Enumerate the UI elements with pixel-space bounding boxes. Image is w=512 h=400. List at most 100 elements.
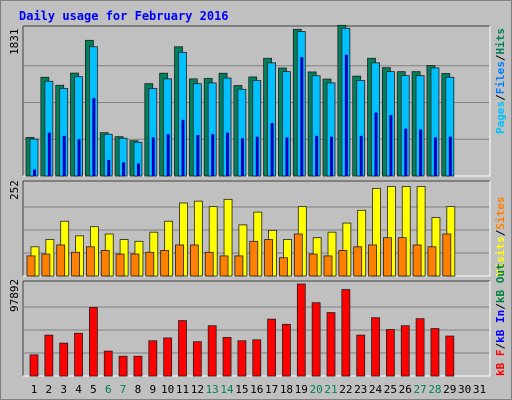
x-axis-labels: 1 2 3 4 5 6 7 8 9 10 11 12 13 14 15 16 17 18 19 20 21 22 23 24 2… (31, 383, 486, 396)
bar-sites-day-14 (219, 255, 229, 277)
bar-kbf-day-11 (178, 320, 187, 377)
bar-pages-day-3 (62, 135, 66, 176)
x-tick-label: 18 (280, 383, 293, 396)
bar-pages-day-8 (136, 163, 140, 176)
x-tick-label: 28 (428, 383, 441, 396)
bar-sites-day-5 (86, 246, 95, 277)
x-tick-label: 6 (105, 383, 112, 396)
bar-kbf-day-20 (311, 302, 321, 377)
bar-pages-day-1 (33, 169, 36, 176)
bar-sites-day-12 (189, 244, 199, 277)
bar-kbf-day-2 (44, 334, 54, 377)
right-legend-text: kB F/kB In/kB Out (494, 263, 507, 376)
bar-pages-day-14 (226, 132, 230, 176)
bar-pages-day-9 (151, 137, 155, 176)
bar-pages-day-17 (270, 123, 274, 176)
right-legend-part: / (494, 343, 507, 350)
x-tick-label: 19 (295, 383, 308, 396)
bar-pages-day-5 (92, 98, 96, 176)
bar-sites-day-6 (100, 250, 110, 277)
right-legend-part: kB Out (494, 263, 507, 303)
kbytes-panel (22, 280, 491, 377)
x-tick-label: 25 (384, 383, 397, 396)
bar-pages-day-21 (330, 136, 333, 176)
bar-sites-day-11 (175, 244, 184, 277)
right-legend-part: Visits (494, 236, 507, 276)
bar-pages-day-26 (404, 128, 408, 176)
right-legend-part: / (494, 229, 507, 236)
bar-kbf-day-21 (326, 312, 336, 377)
bar-sites-day-10 (160, 250, 170, 277)
bar-kbf-day-14 (222, 337, 232, 377)
bar-sites-day-20 (308, 253, 318, 277)
right-legend-part: Files (494, 61, 507, 94)
bar-sites-day-3 (56, 244, 66, 277)
bar-pages-day-11 (181, 119, 185, 176)
x-tick-label: 13 (206, 383, 219, 396)
right-legend-part: / (494, 54, 507, 61)
bar-sites-day-21 (323, 255, 333, 277)
bar-kbf-day-9 (148, 340, 158, 377)
bar-kbf-day-6 (103, 350, 113, 377)
bar-sites-day-26 (397, 237, 407, 277)
x-tick-label: 30 (458, 383, 471, 396)
bar-pages-day-7 (122, 162, 126, 176)
bar-pages-day-6 (107, 159, 111, 176)
bar-sites-day-13 (204, 251, 214, 277)
bar-sites-day-16 (249, 240, 259, 277)
right-legend-part: Sites (494, 197, 507, 230)
x-tick-label: 11 (176, 383, 189, 396)
bar-sites-day-25 (382, 237, 392, 277)
right-legend-part: / (494, 94, 507, 101)
bar-pages-day-16 (255, 136, 259, 176)
bar-sites-day-4 (71, 251, 80, 277)
bar-pages-day-20 (315, 135, 319, 176)
bar-pages-day-4 (77, 139, 81, 176)
x-tick-label: 14 (220, 383, 234, 396)
bar-pages-day-29 (448, 136, 452, 176)
y-max-label-pages: 1831 (8, 29, 21, 56)
right-legend-text: Pages/Files/Hits (494, 28, 507, 134)
bar-pages-day-18 (285, 137, 289, 176)
bar-kbf-day-1 (29, 354, 39, 377)
y-max-label-visits: 252 (8, 180, 21, 200)
bar-kbf-day-23 (356, 334, 366, 377)
x-tick-label: 24 (369, 383, 383, 396)
x-tick-label: 9 (149, 383, 156, 396)
x-tick-label: 31 (473, 383, 486, 396)
x-tick-label: 4 (75, 383, 82, 396)
x-tick-label: 26 (399, 383, 412, 396)
bar-kbf-day-5 (89, 306, 98, 377)
x-tick-label: 3 (60, 383, 67, 396)
bar-pages-day-10 (166, 134, 170, 176)
x-tick-label: 1 (31, 383, 38, 396)
bar-pages-day-24 (374, 112, 378, 176)
bar-kbf-day-28 (430, 328, 440, 377)
right-legend-part: kB In (494, 310, 507, 343)
x-tick-label: 5 (90, 383, 97, 396)
right-legend-part: / (494, 303, 507, 310)
bar-sites-day-15 (234, 255, 244, 277)
bar-pages-day-19 (300, 57, 304, 176)
bar-pages-day-25 (389, 114, 393, 176)
bar-kbf-day-12 (192, 341, 202, 377)
bar-pages-day-13 (211, 134, 215, 176)
bar-kbf-day-18 (282, 323, 291, 377)
pages-files-hits-panel (22, 24, 491, 177)
x-tick-label: 7 (120, 383, 127, 396)
x-tick-label: 20 (310, 383, 323, 396)
right-legend-part: Hits (494, 28, 507, 55)
x-tick-label: 27 (413, 383, 426, 396)
bar-sites-day-28 (427, 246, 437, 277)
bar-kbf-day-16 (252, 339, 262, 377)
bar-sites-day-24 (368, 244, 377, 277)
bar-kbf-day-22 (341, 289, 351, 377)
x-tick-label: 23 (354, 383, 367, 396)
right-legend-text: Visits/Sites (494, 197, 507, 277)
x-tick-label: 21 (324, 383, 337, 396)
bar-sites-day-27 (412, 244, 422, 277)
bar-sites-day-7 (115, 253, 125, 277)
bar-kbf-day-15 (237, 340, 247, 377)
chart-title: Daily usage for February 2016 (19, 9, 229, 23)
